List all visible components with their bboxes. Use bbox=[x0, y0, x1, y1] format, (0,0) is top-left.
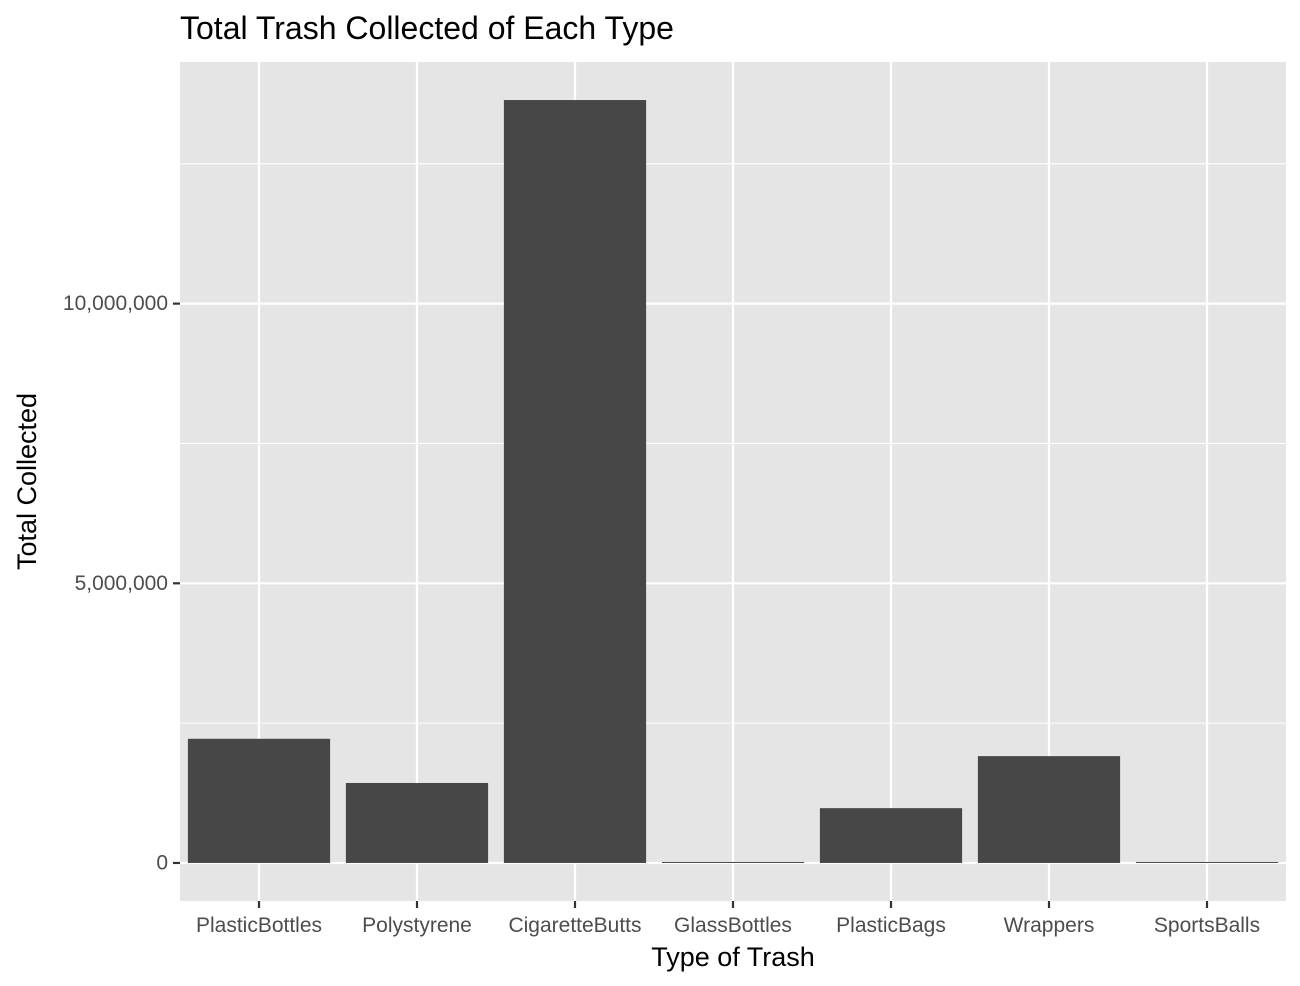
bar-polystyrene bbox=[345, 782, 489, 863]
y-tick-label: 5,000,000 bbox=[75, 572, 168, 595]
bar-wrappers bbox=[977, 756, 1121, 863]
bar-sportsballs bbox=[1135, 861, 1279, 863]
y-axis-title: Total Collected bbox=[12, 393, 42, 570]
bar-glassbottles bbox=[661, 861, 805, 863]
bars bbox=[187, 100, 1279, 863]
x-axis-title: Type of Trash bbox=[651, 942, 815, 972]
chart-title: Total Trash Collected of Each Type bbox=[180, 10, 674, 46]
x-tick-label: Polystyrene bbox=[362, 914, 472, 937]
x-tick-label: CigaretteButts bbox=[508, 914, 641, 937]
y-tick-label: 10,000,000 bbox=[63, 292, 168, 315]
axis-ticks: 0 5,000,000 10,000,000 PlasticBottles Polyst… bbox=[63, 292, 1260, 937]
bar-cigarettebutts bbox=[503, 100, 647, 863]
x-tick-label: PlasticBottles bbox=[196, 914, 322, 937]
x-tick-label: PlasticBags bbox=[836, 914, 946, 937]
x-tick-label: Wrappers bbox=[1004, 914, 1095, 937]
x-tick-label: SportsBalls bbox=[1154, 914, 1260, 937]
x-tick-label: GlassBottles bbox=[674, 914, 792, 937]
bar-plasticbottles bbox=[187, 738, 331, 863]
y-tick-label: 0 bbox=[156, 851, 168, 874]
bar-plasticbags bbox=[819, 808, 963, 863]
